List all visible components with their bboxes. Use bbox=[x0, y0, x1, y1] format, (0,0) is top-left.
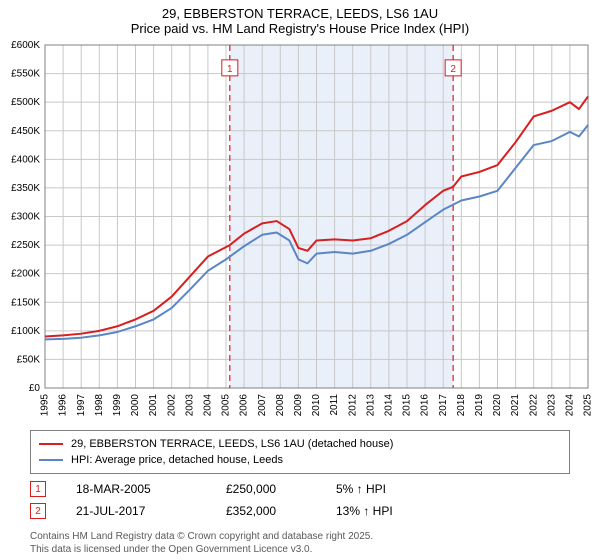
svg-text:2023: 2023 bbox=[546, 394, 557, 417]
marker-date: 18-MAR-2005 bbox=[76, 482, 226, 496]
svg-text:2011: 2011 bbox=[329, 394, 340, 416]
svg-text:1998: 1998 bbox=[94, 394, 105, 417]
marker-date: 21-JUL-2017 bbox=[76, 504, 226, 518]
svg-text:2022: 2022 bbox=[528, 394, 539, 417]
marker-box-1: 1 bbox=[30, 481, 46, 497]
svg-text:2010: 2010 bbox=[311, 394, 322, 417]
svg-text:2007: 2007 bbox=[257, 394, 268, 417]
svg-text:£200K: £200K bbox=[11, 269, 40, 280]
legend-item: 29, EBBERSTON TERRACE, LEEDS, LS6 1AU (d… bbox=[39, 436, 561, 452]
svg-text:£300K: £300K bbox=[11, 212, 40, 223]
svg-text:2019: 2019 bbox=[474, 394, 485, 417]
svg-text:2014: 2014 bbox=[384, 394, 395, 417]
svg-text:2001: 2001 bbox=[148, 394, 159, 417]
legend-label: HPI: Average price, detached house, Leed… bbox=[71, 454, 283, 466]
svg-text:£500K: £500K bbox=[11, 97, 40, 108]
svg-text:£250K: £250K bbox=[11, 240, 40, 251]
legend-item: HPI: Average price, detached house, Leed… bbox=[39, 452, 561, 468]
svg-text:£400K: £400K bbox=[11, 154, 40, 165]
price-chart: £0 £50K £100K £150K £200K £250K £300K £350K £400… bbox=[0, 40, 600, 420]
legend-label: 29, EBBERSTON TERRACE, LEEDS, LS6 1AU (d… bbox=[71, 438, 393, 450]
svg-text:£0: £0 bbox=[29, 383, 41, 394]
marker-box-2: 2 bbox=[30, 503, 46, 519]
svg-text:2008: 2008 bbox=[275, 394, 286, 417]
svg-text:2018: 2018 bbox=[456, 394, 467, 417]
chart-title-block: 29, EBBERSTON TERRACE, LEEDS, LS6 1AU Pr… bbox=[0, 0, 600, 38]
marker-pct: 5% ↑ HPI bbox=[336, 482, 476, 496]
svg-text:£50K: £50K bbox=[17, 354, 41, 365]
svg-text:£600K: £600K bbox=[11, 40, 40, 51]
svg-text:2005: 2005 bbox=[221, 394, 232, 417]
svg-text:£550K: £550K bbox=[11, 69, 40, 80]
svg-text:2: 2 bbox=[450, 64, 456, 75]
svg-text:£450K: £450K bbox=[11, 126, 40, 137]
svg-text:2025: 2025 bbox=[583, 394, 594, 417]
svg-text:1997: 1997 bbox=[76, 394, 87, 417]
svg-text:2002: 2002 bbox=[166, 394, 177, 417]
svg-text:1996: 1996 bbox=[58, 394, 69, 417]
marker-price: £250,000 bbox=[226, 482, 336, 496]
svg-text:2006: 2006 bbox=[239, 394, 250, 417]
sale-marker-row: 1 18-MAR-2005 £250,000 5% ↑ HPI bbox=[30, 478, 570, 500]
svg-text:£100K: £100K bbox=[11, 326, 40, 337]
sale-markers: 1 18-MAR-2005 £250,000 5% ↑ HPI 2 21-JUL… bbox=[30, 478, 570, 522]
svg-text:1995: 1995 bbox=[40, 394, 51, 417]
svg-text:2016: 2016 bbox=[420, 394, 431, 417]
svg-text:2015: 2015 bbox=[402, 394, 413, 417]
svg-text:2004: 2004 bbox=[203, 394, 214, 417]
svg-text:2013: 2013 bbox=[365, 394, 376, 417]
svg-text:2009: 2009 bbox=[293, 394, 304, 417]
svg-text:2020: 2020 bbox=[492, 394, 503, 417]
footer-attribution: Contains HM Land Registry data © Crown c… bbox=[30, 531, 570, 556]
title-line-1: 29, EBBERSTON TERRACE, LEEDS, LS6 1AU bbox=[0, 6, 600, 21]
svg-text:2017: 2017 bbox=[438, 394, 449, 417]
title-line-2: Price paid vs. HM Land Registry's House … bbox=[0, 21, 600, 36]
footer-line-2: This data is licensed under the Open Gov… bbox=[30, 544, 570, 557]
svg-text:2000: 2000 bbox=[130, 394, 141, 417]
chart-area: £0 £50K £100K £150K £200K £250K £300K £350K £400… bbox=[0, 40, 600, 420]
sale-marker-row: 2 21-JUL-2017 £352,000 13% ↑ HPI bbox=[30, 500, 570, 522]
marker-pct: 13% ↑ HPI bbox=[336, 504, 476, 518]
svg-text:1: 1 bbox=[227, 64, 233, 75]
svg-text:2024: 2024 bbox=[565, 394, 576, 417]
svg-text:1999: 1999 bbox=[112, 394, 123, 417]
svg-text:£350K: £350K bbox=[11, 183, 40, 194]
footer-line-1: Contains HM Land Registry data © Crown c… bbox=[30, 531, 570, 544]
legend-swatch-1 bbox=[39, 443, 63, 445]
svg-text:2012: 2012 bbox=[347, 394, 358, 417]
svg-text:2021: 2021 bbox=[510, 394, 521, 417]
svg-text:£150K: £150K bbox=[11, 297, 40, 308]
legend: 29, EBBERSTON TERRACE, LEEDS, LS6 1AU (d… bbox=[30, 430, 570, 474]
legend-swatch-2 bbox=[39, 459, 63, 461]
marker-price: £352,000 bbox=[226, 504, 336, 518]
svg-text:2003: 2003 bbox=[184, 394, 195, 417]
